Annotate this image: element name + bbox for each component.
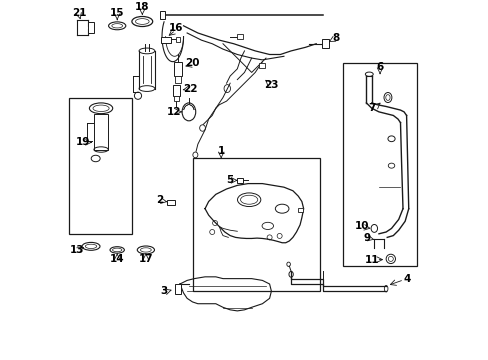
Bar <box>174 62 182 76</box>
Bar <box>88 22 93 33</box>
Text: 9: 9 <box>363 233 370 243</box>
Bar <box>69 98 131 234</box>
Text: 13: 13 <box>70 245 84 255</box>
Bar <box>297 208 302 212</box>
Bar <box>321 40 328 48</box>
Text: 4: 4 <box>403 274 410 284</box>
Text: 20: 20 <box>185 58 199 68</box>
Text: 12: 12 <box>166 107 181 117</box>
Text: 18: 18 <box>135 2 149 12</box>
Text: 6: 6 <box>376 62 383 72</box>
Text: 7: 7 <box>367 103 375 113</box>
Text: 16: 16 <box>168 23 183 33</box>
Text: 23: 23 <box>264 80 278 90</box>
Text: 22: 22 <box>183 84 197 94</box>
Text: 2: 2 <box>156 195 163 206</box>
Text: 10: 10 <box>354 221 368 230</box>
Bar <box>94 114 108 149</box>
Text: 21: 21 <box>72 8 86 18</box>
Text: 3: 3 <box>160 286 167 296</box>
Bar <box>160 11 164 19</box>
Text: 8: 8 <box>332 33 339 43</box>
Bar <box>167 200 175 205</box>
Text: 5: 5 <box>225 175 233 185</box>
Text: 14: 14 <box>110 254 124 264</box>
Bar <box>172 85 180 96</box>
Bar <box>174 284 181 294</box>
Text: 17: 17 <box>138 254 153 264</box>
Bar <box>174 96 178 101</box>
Bar <box>258 63 265 68</box>
Text: 19: 19 <box>76 138 90 147</box>
Bar <box>175 76 181 83</box>
Bar <box>343 63 416 266</box>
Text: 11: 11 <box>364 255 379 265</box>
Text: 1: 1 <box>217 146 224 156</box>
Bar <box>237 178 243 183</box>
Text: 15: 15 <box>110 8 124 18</box>
Bar <box>236 34 243 40</box>
Bar <box>175 37 180 42</box>
Bar <box>161 37 171 43</box>
Bar <box>192 158 319 291</box>
